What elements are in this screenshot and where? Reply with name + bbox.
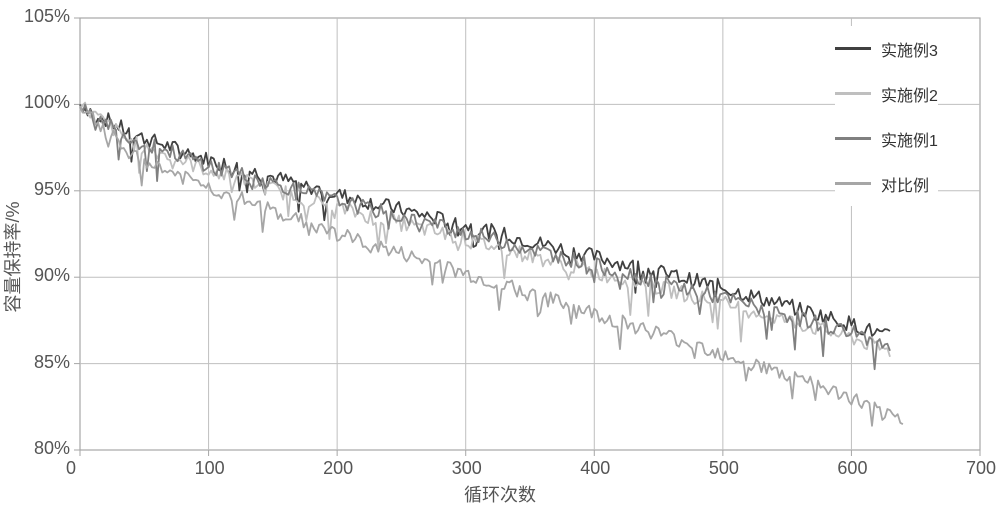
y-axis-label: 容量保持率/% <box>0 201 25 312</box>
legend-swatch <box>835 137 871 140</box>
x-tick-label: 0 <box>66 458 76 479</box>
legend-label: 对比例 <box>881 172 929 196</box>
legend: 实施例3 实施例2 实施例1 对比例 <box>835 26 938 206</box>
x-tick-label: 400 <box>580 458 610 479</box>
legend-item-ex1: 实施例1 <box>835 116 938 161</box>
y-tick-label: 105% <box>24 6 70 27</box>
x-tick-label: 300 <box>452 458 482 479</box>
legend-swatch <box>835 182 871 185</box>
y-tick-label: 80% <box>34 438 70 459</box>
x-tick-label: 700 <box>966 458 996 479</box>
legend-item-ex3: 实施例3 <box>835 26 938 71</box>
y-tick-label: 100% <box>24 92 70 113</box>
chart-container: { "chart": { "type": "line", "width_px":… <box>0 0 1000 513</box>
x-axis-label: 循环次数 <box>464 481 536 507</box>
legend-label: 实施例3 <box>881 37 938 61</box>
y-tick-label: 95% <box>34 179 70 200</box>
x-tick-label: 100 <box>195 458 225 479</box>
y-tick-label: 90% <box>34 265 70 286</box>
legend-item-ex2: 实施例2 <box>835 71 938 116</box>
legend-label: 实施例1 <box>881 127 938 151</box>
legend-label: 实施例2 <box>881 82 938 106</box>
legend-item-ctrl: 对比例 <box>835 161 938 206</box>
y-tick-label: 85% <box>34 352 70 373</box>
x-tick-label: 600 <box>837 458 867 479</box>
x-tick-label: 500 <box>709 458 739 479</box>
legend-swatch <box>835 47 871 50</box>
x-tick-label: 200 <box>323 458 353 479</box>
legend-swatch <box>835 92 871 95</box>
